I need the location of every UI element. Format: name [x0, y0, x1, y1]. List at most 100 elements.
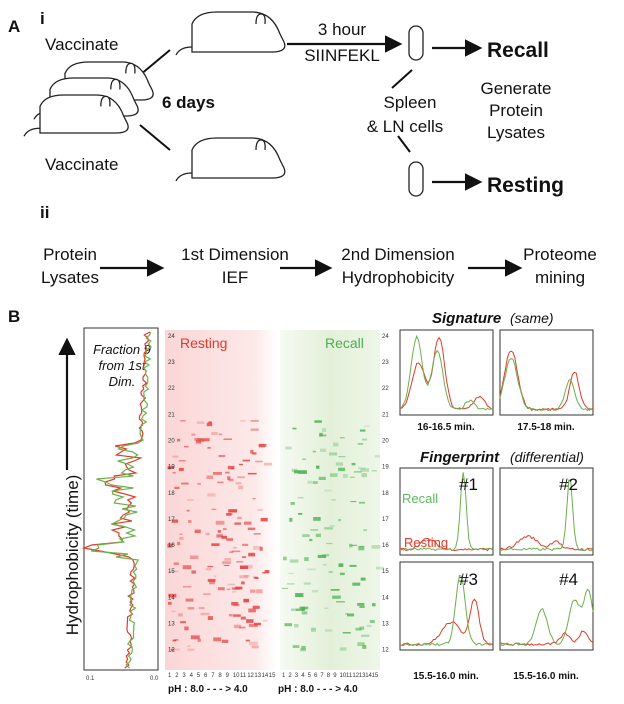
- gel-spot: [338, 519, 342, 522]
- gel-spot: [167, 466, 171, 470]
- workflow-step: 1st Dimension: [181, 245, 289, 264]
- gel-spot: [213, 472, 222, 475]
- gel-y-label: 13: [168, 622, 175, 628]
- gel-y-label: 21: [168, 412, 175, 418]
- gel-spot: [206, 475, 214, 479]
- mouse-ear: [255, 139, 266, 151]
- gel-spot: [221, 639, 229, 643]
- gel-spot: [205, 532, 210, 536]
- gel-spot: [211, 432, 218, 435]
- gel-spot: [300, 648, 306, 652]
- gel-spot: [172, 455, 179, 458]
- gel-spot: [359, 626, 365, 630]
- gel-spot: [349, 544, 358, 546]
- gel-spot: [303, 582, 311, 585]
- gel-y-label: 14: [168, 595, 175, 601]
- gel-spot: [309, 538, 313, 542]
- trace-panel: [399, 467, 494, 556]
- gel-spot: [185, 598, 194, 602]
- gel-spot: [184, 446, 189, 448]
- cells: Spleen: [384, 93, 437, 112]
- days: 6 days: [162, 93, 215, 112]
- connector: [391, 69, 413, 89]
- lane-label: 9: [226, 673, 230, 679]
- gel-spot: [252, 452, 257, 455]
- gel-spot: [248, 564, 253, 569]
- gel-spot: [231, 587, 238, 590]
- gel-spot: [322, 564, 327, 566]
- gel-spot: [217, 530, 221, 533]
- gel-spot: [262, 572, 266, 574]
- gel-spot: [222, 561, 231, 564]
- lane-label: 2: [288, 673, 292, 679]
- gel-spot: [253, 546, 262, 550]
- gel-resting: [165, 330, 277, 670]
- gel-spot: [295, 593, 304, 597]
- workflow-step: IEF: [222, 268, 248, 287]
- gel-spot: [188, 520, 192, 523]
- gel-spot: [284, 623, 292, 627]
- lane-label: 11: [346, 673, 353, 679]
- lane-label: 4: [190, 673, 194, 679]
- trace: [499, 588, 594, 647]
- lane-label: 15: [372, 673, 379, 679]
- gel-spot: [250, 420, 259, 422]
- gel-spot: [223, 438, 232, 440]
- gel-spot: [245, 639, 250, 642]
- cells: & LN cells: [367, 117, 444, 136]
- gel-spot: [314, 420, 322, 423]
- gel-spot: [253, 576, 258, 579]
- gel-spot: [222, 528, 227, 531]
- gel-spot: [232, 614, 241, 617]
- gel-spot: [312, 590, 319, 593]
- gel-spot: [302, 534, 310, 538]
- gel-spot: [207, 446, 211, 449]
- lane-label: 1: [282, 673, 286, 679]
- gel-spot: [174, 486, 180, 489]
- gel-spot: [173, 562, 179, 565]
- gel-spot: [307, 480, 312, 484]
- gel-spot: [319, 434, 327, 437]
- gel-y-label: 20: [382, 438, 389, 444]
- gel-spot: [174, 648, 180, 651]
- gel-spot: [375, 566, 384, 570]
- gel-spot: [196, 421, 205, 424]
- gel-spot: [201, 438, 210, 442]
- mouse: [191, 11, 286, 53]
- gel-y-label: 16: [382, 543, 389, 549]
- panel-label: B: [8, 307, 20, 326]
- gel-spot: [184, 626, 189, 631]
- gel-spot: [360, 577, 366, 581]
- gel-spot: [288, 572, 294, 575]
- mouse: [191, 137, 286, 179]
- trace-panel: [499, 561, 594, 651]
- gel-spot: [170, 466, 175, 469]
- gel-y-label: 22: [168, 386, 175, 392]
- gel-spot: [330, 589, 340, 591]
- gel-spot: [326, 543, 333, 545]
- trace: [399, 574, 494, 647]
- gel-spot: [359, 429, 366, 432]
- gel-spot: [216, 534, 223, 538]
- gel-spot: [294, 470, 300, 474]
- lane-label: 14: [365, 673, 372, 679]
- gel-spot: [242, 543, 249, 546]
- gel-y-label: 15: [168, 569, 175, 575]
- gel-spot: [333, 442, 339, 447]
- gel-title: Resting: [180, 335, 227, 351]
- lane-label: 7: [211, 673, 215, 679]
- panel-id: #2: [559, 475, 578, 494]
- gel-spot: [357, 642, 365, 646]
- gel-spot: [292, 427, 297, 430]
- gel-spot: [187, 645, 191, 648]
- gel-spot: [315, 533, 321, 538]
- gel-spot: [228, 613, 233, 617]
- gel-spot: [283, 556, 287, 561]
- fraction-text: Fraction 9: [93, 342, 151, 357]
- gel-spot: [168, 543, 175, 545]
- gel-spot: [291, 608, 300, 611]
- gel-spot: [186, 509, 190, 512]
- gel-spot: [359, 605, 365, 608]
- tube: [408, 161, 424, 197]
- gel-spot: [316, 465, 320, 469]
